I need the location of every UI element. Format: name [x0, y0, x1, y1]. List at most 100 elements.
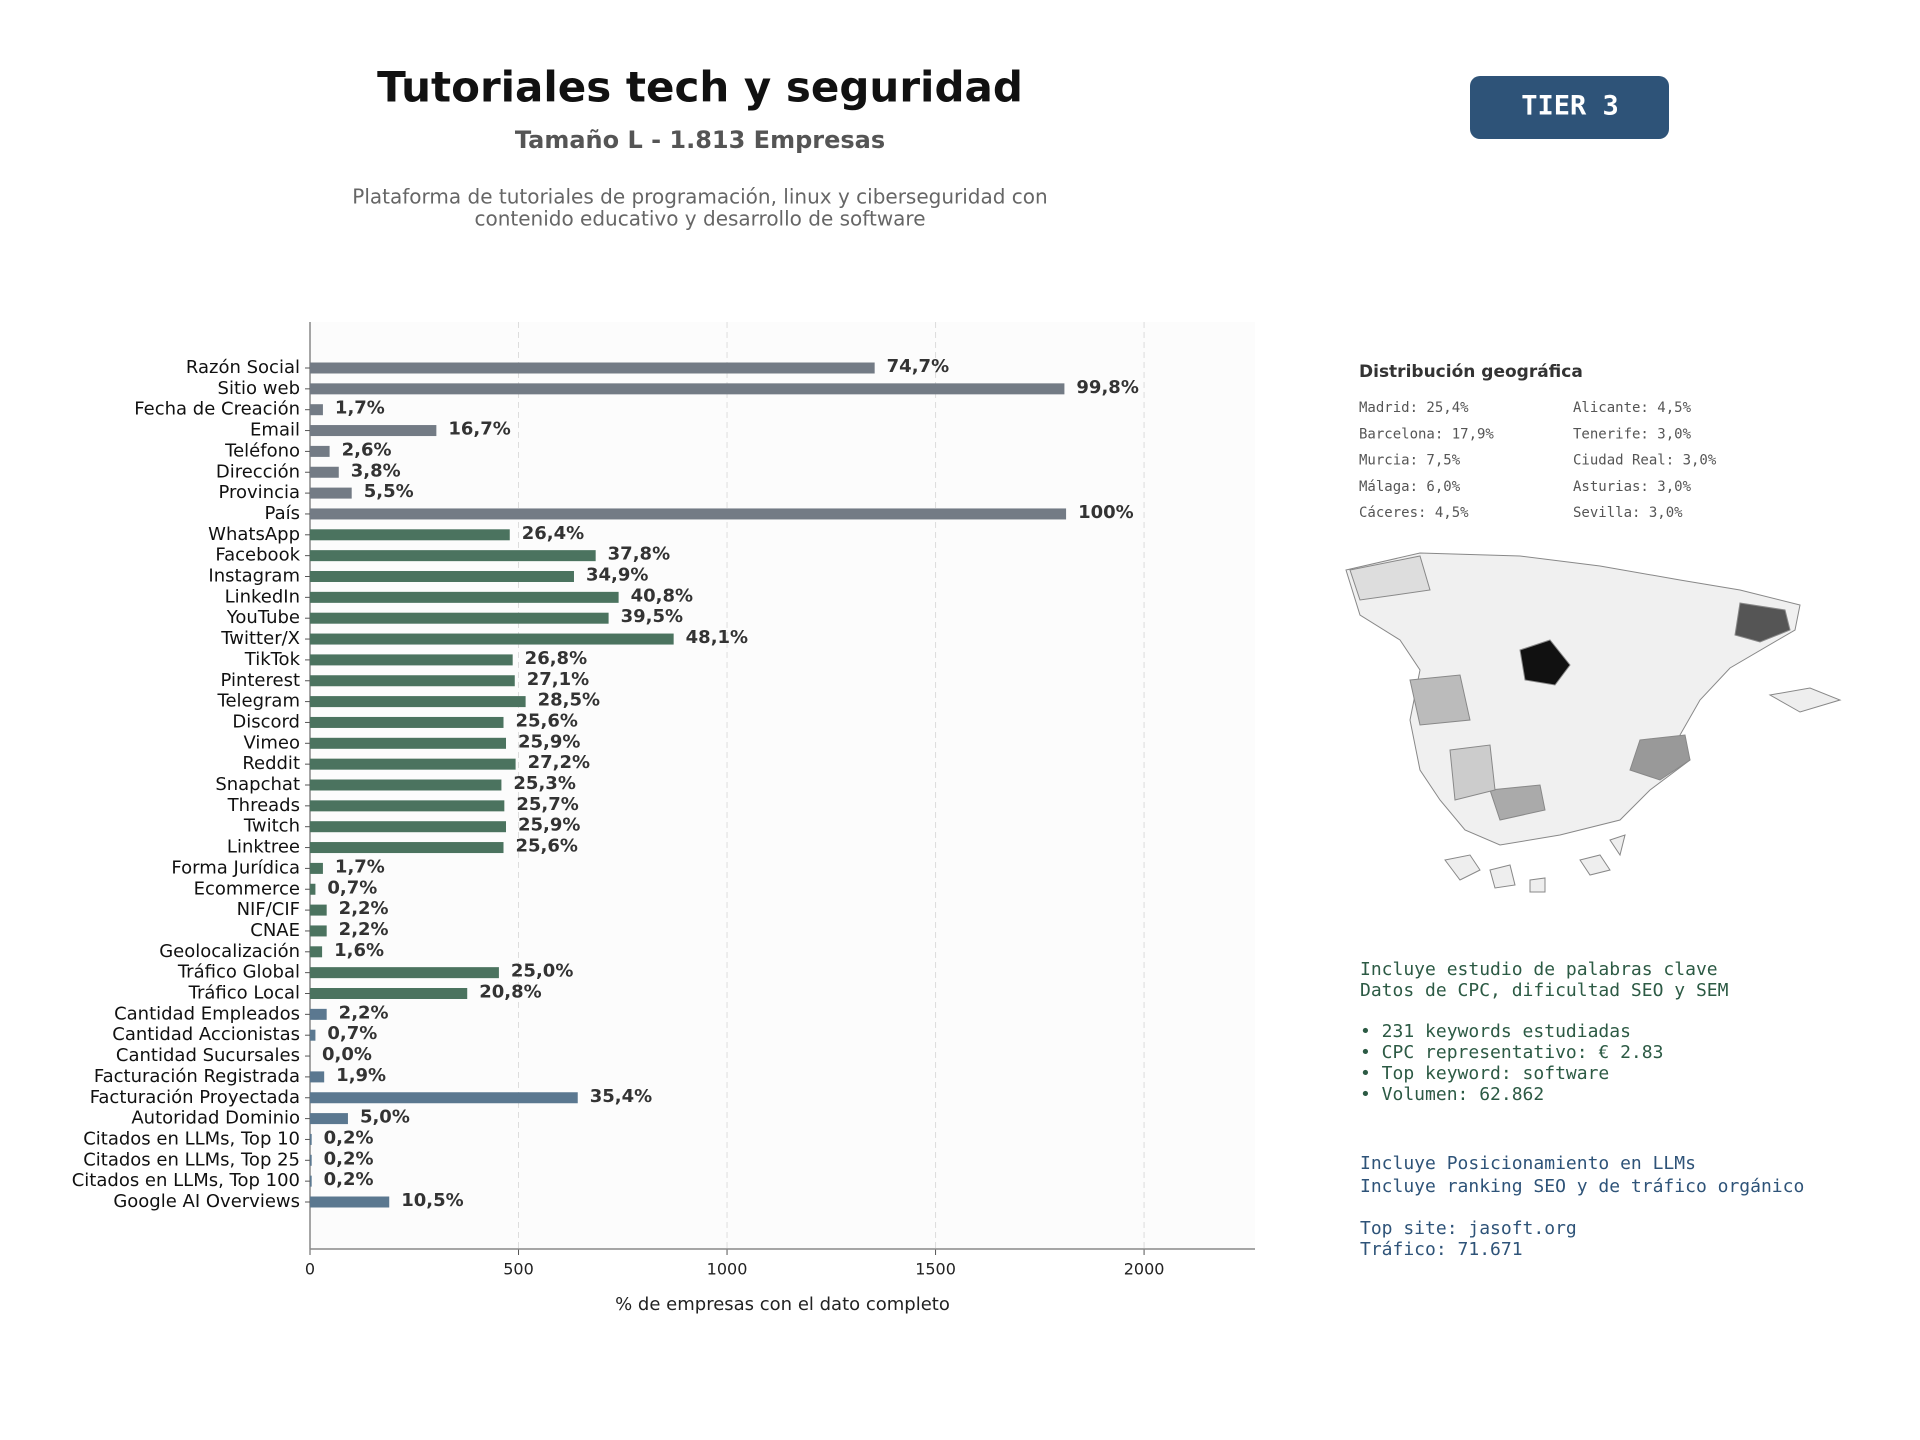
- value-label: 48,1%: [686, 627, 748, 648]
- y-tick-label: Twitter/X: [220, 628, 300, 649]
- bar: [310, 779, 502, 791]
- description: Plataforma de tutoriales de programación…: [352, 185, 1047, 209]
- bar: [310, 758, 516, 770]
- title: Tutoriales tech y seguridad: [377, 63, 1023, 112]
- geo-item: Ciudad Real: 3,0%: [1573, 453, 1717, 469]
- bar: [310, 591, 619, 603]
- value-label: 25,9%: [518, 815, 580, 836]
- bar: [310, 737, 507, 749]
- seo-text: Datos de CPC, dificultad SEO y SEM: [1360, 980, 1729, 1001]
- y-tick-label: Facturación Registrada: [94, 1066, 300, 1087]
- y-tick-label: Threads: [227, 795, 300, 816]
- map-region: [1409, 674, 1471, 726]
- value-label: 25,6%: [516, 710, 578, 731]
- bar: [310, 445, 330, 457]
- bar: [310, 800, 505, 812]
- x-tick-label: 2000: [1124, 1260, 1165, 1279]
- y-tick-label: Citados en LLMs, Top 25: [83, 1149, 300, 1170]
- y-tick-label: Telegram: [217, 691, 300, 712]
- value-label: 1,6%: [334, 940, 384, 961]
- value-label: 1,9%: [336, 1065, 386, 1086]
- bar: [310, 1196, 390, 1208]
- bar: [310, 487, 352, 499]
- y-tick-label: Ecommerce: [194, 878, 300, 899]
- bar: [310, 883, 316, 895]
- bar: [310, 946, 323, 958]
- y-tick-label: Facturación Proyectada: [90, 1087, 300, 1108]
- bar: [310, 633, 674, 645]
- value-label: 25,0%: [511, 961, 573, 982]
- bar: [310, 404, 323, 416]
- bar: [310, 716, 504, 728]
- value-label: 2,2%: [339, 898, 389, 919]
- value-label: 5,5%: [364, 481, 414, 502]
- geo-item: Murcia: 7,5%: [1359, 453, 1461, 469]
- y-tick-label: Cantidad Empleados: [114, 1003, 300, 1024]
- x-tick-label: 1000: [707, 1260, 748, 1279]
- bar: [310, 425, 437, 437]
- site-text: Top site: jasoft.org: [1360, 1218, 1577, 1239]
- y-tick-label: País: [265, 503, 300, 524]
- value-label: 0,2%: [324, 1169, 374, 1190]
- y-tick-label: Forma Jurídica: [171, 857, 300, 878]
- geo-item: Cáceres: 4,5%: [1359, 505, 1469, 521]
- x-tick-label: 500: [503, 1260, 534, 1279]
- bar: [310, 904, 327, 916]
- y-tick-label: WhatsApp: [208, 524, 300, 545]
- bullet: • 231 keywords estudiadas: [1360, 1021, 1631, 1042]
- value-label: 35,4%: [590, 1086, 652, 1107]
- value-label: 0,7%: [327, 877, 377, 898]
- bar: [310, 508, 1067, 520]
- value-label: 20,8%: [479, 982, 541, 1003]
- seo-text: Incluye estudio de palabras clave: [1360, 959, 1718, 980]
- value-label: 26,4%: [522, 523, 584, 544]
- bar: [310, 1008, 327, 1020]
- site-text: Tráfico: 71.671: [1360, 1239, 1523, 1260]
- y-tick-label: Instagram: [208, 566, 300, 587]
- bar: [310, 925, 327, 937]
- map-islands: [1444, 834, 1626, 893]
- y-tick-label: Reddit: [242, 753, 300, 774]
- y-tick-label: Cantidad Sucursales: [116, 1045, 300, 1066]
- map-region: [1519, 639, 1571, 686]
- value-label: 1,7%: [335, 856, 385, 877]
- value-label: 28,5%: [538, 690, 600, 711]
- bar: [310, 550, 596, 562]
- y-tick-label: Google AI Overviews: [113, 1191, 300, 1212]
- value-label: 34,9%: [586, 565, 648, 586]
- badge: [1470, 76, 1669, 139]
- bar: [310, 529, 510, 541]
- bar: [310, 612, 609, 624]
- y-tick-label: Teléfono: [224, 440, 300, 461]
- value-label: 100%: [1078, 502, 1134, 523]
- y-tick-label: Dirección: [216, 461, 300, 482]
- bar: [310, 696, 526, 708]
- value-label: 10,5%: [401, 1190, 463, 1211]
- bar: [310, 988, 468, 999]
- y-tick-label: Email: [250, 420, 300, 441]
- y-tick-label: Cantidad Accionistas: [112, 1024, 300, 1045]
- llm-text: Incluye ranking SEO y de tráfico orgánic…: [1360, 1176, 1804, 1197]
- x-tick-label: 1500: [915, 1260, 956, 1279]
- bar: [310, 1154, 312, 1166]
- value-label: 40,8%: [631, 585, 693, 606]
- y-tick-label: Discord: [232, 711, 300, 732]
- value-label: 3,8%: [351, 460, 401, 481]
- value-label: 2,2%: [339, 919, 389, 940]
- value-label: 27,1%: [527, 669, 589, 690]
- value-label: 2,6%: [342, 439, 392, 460]
- y-tick-label: TikTok: [244, 649, 301, 670]
- y-tick-label: Vimeo: [243, 732, 300, 753]
- geo-item: Asturias: 3,0%: [1573, 479, 1692, 495]
- y-tick-label: Autoridad Dominio: [131, 1108, 300, 1129]
- x-tick-label: 0: [305, 1260, 315, 1279]
- map-region: [1449, 744, 1496, 801]
- bar: [310, 1071, 325, 1083]
- y-tick-label: Twitch: [243, 816, 300, 837]
- y-tick-label: CNAE: [250, 920, 300, 941]
- geo-item: Málaga: 6,0%: [1359, 479, 1461, 495]
- bullet: • Volumen: 62.862: [1360, 1084, 1544, 1105]
- subtitle: Tamaño L - 1.813 Empresas: [515, 126, 885, 154]
- bar: [310, 654, 513, 666]
